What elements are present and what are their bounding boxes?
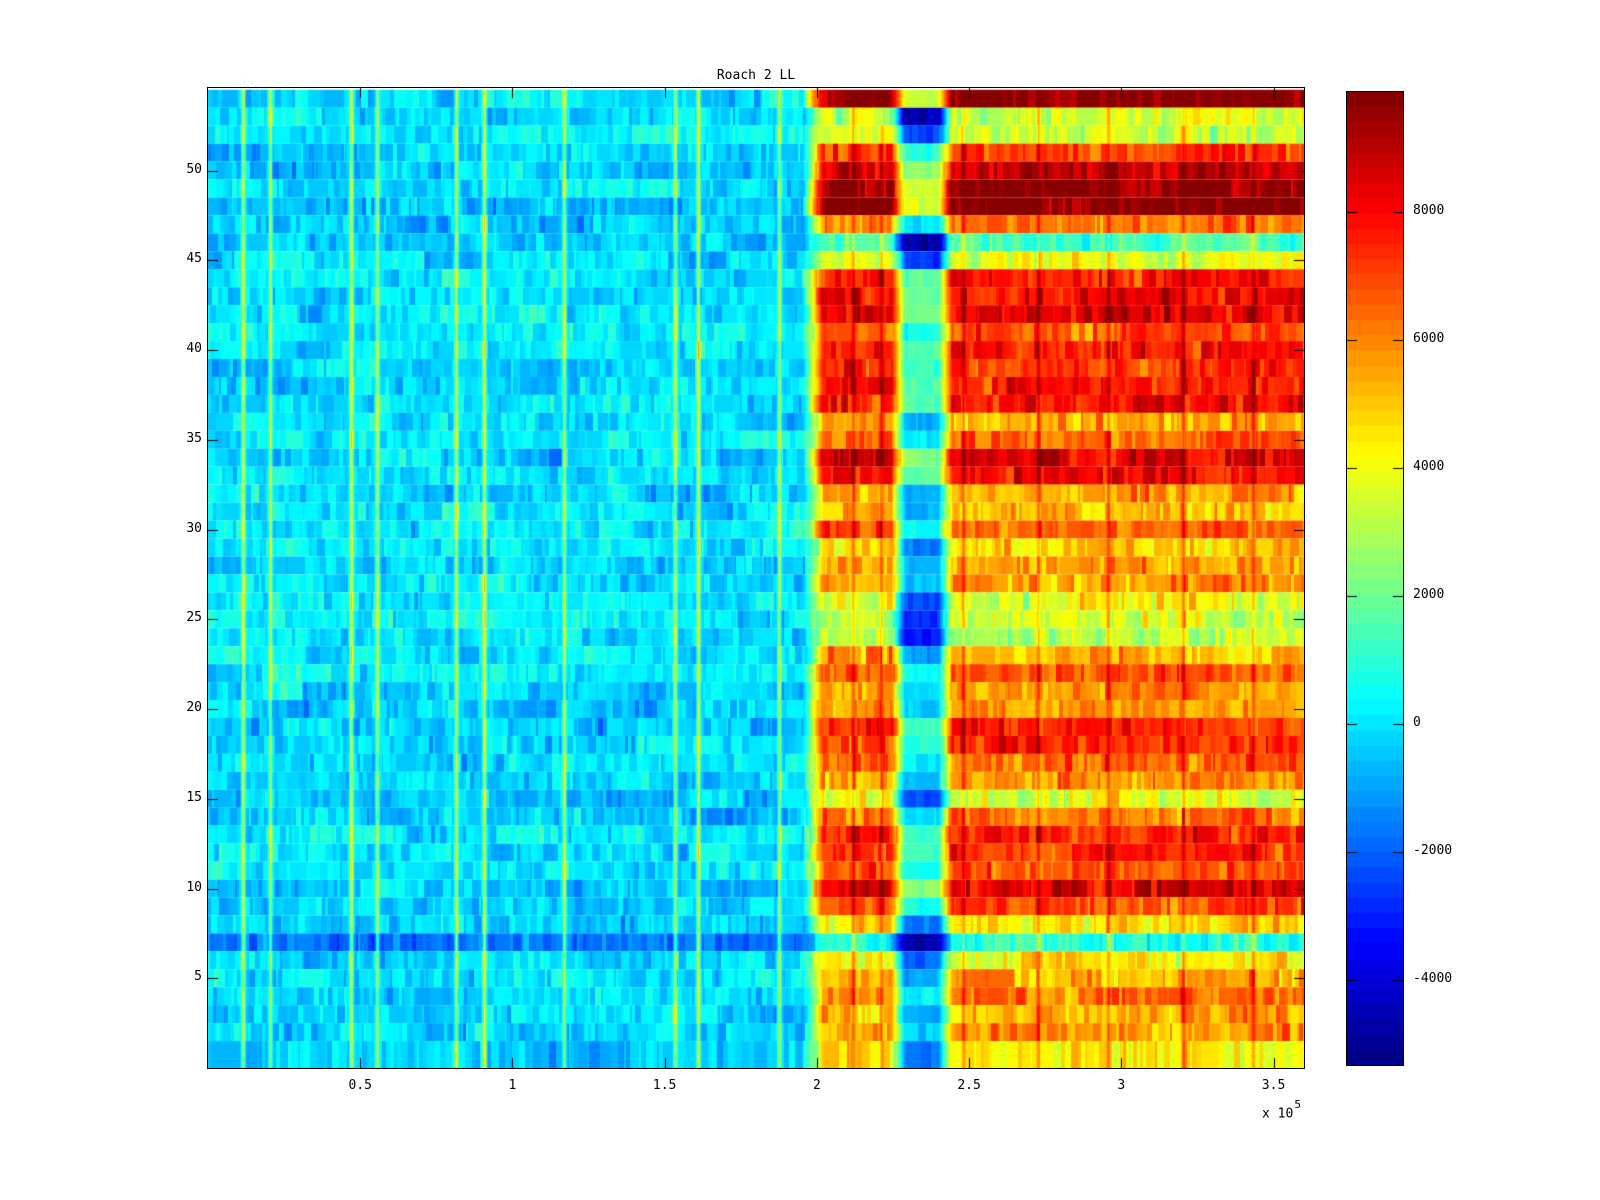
y-tick-label: 15	[186, 789, 202, 805]
x-tick-label: 1.5	[652, 1078, 677, 1093]
x-axis-exponent-power: 5	[1294, 1098, 1301, 1111]
y-tick-label: 30	[186, 520, 202, 536]
x-axis-exponent-base: x 10	[1262, 1106, 1294, 1122]
colorbar-tick-label: 4000	[1413, 459, 1445, 475]
colorbar-tick-label: 6000	[1413, 331, 1445, 347]
x-tick-label: 0.5	[348, 1078, 372, 1093]
x-axis-exponent-label: x 105	[1262, 1098, 1301, 1122]
y-tick-label: 5	[194, 969, 202, 985]
x-tick-label: 3	[1117, 1078, 1126, 1093]
colorbar-tick-label: 8000	[1413, 203, 1445, 219]
y-tick-label: 35	[186, 430, 202, 446]
colorbar-tick-label: -2000	[1413, 842, 1453, 858]
colorbar	[1346, 91, 1404, 1066]
plot-title: Roach 2 LL	[716, 68, 796, 83]
y-tick-label: 45	[186, 251, 202, 267]
colorbar-canvas	[1347, 92, 1403, 1065]
heatmap-axes	[207, 87, 1305, 1069]
x-tick-label: 2.5	[957, 1078, 981, 1093]
y-tick-label: 10	[186, 879, 202, 895]
colorbar-tick-label: 0	[1413, 714, 1421, 730]
x-tick-label: 1	[508, 1078, 517, 1093]
colorbar-tick-label: -4000	[1413, 970, 1453, 986]
y-tick-label: 20	[186, 700, 202, 716]
x-tick-label: 2	[812, 1078, 821, 1093]
y-tick-label: 50	[186, 161, 202, 177]
colorbar-tick-label: 2000	[1413, 586, 1445, 602]
y-tick-label: 40	[186, 341, 202, 357]
x-tick-label: 3.5	[1261, 1078, 1286, 1093]
heatmap-canvas	[208, 88, 1304, 1068]
y-tick-label: 25	[186, 610, 202, 626]
